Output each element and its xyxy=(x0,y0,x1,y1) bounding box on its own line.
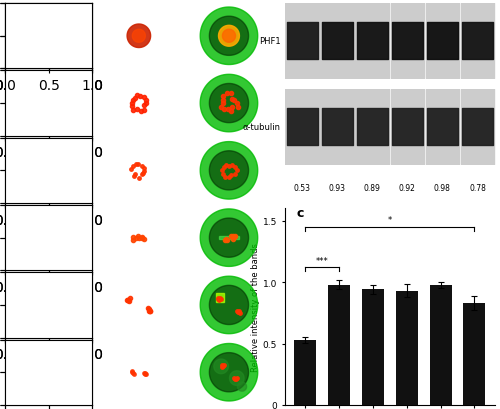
Text: ***: *** xyxy=(316,256,328,265)
Polygon shape xyxy=(48,371,64,387)
Polygon shape xyxy=(29,151,68,191)
Polygon shape xyxy=(20,8,78,65)
Polygon shape xyxy=(29,285,68,325)
Polygon shape xyxy=(210,285,248,325)
Text: 0.89: 0.89 xyxy=(364,183,380,192)
Polygon shape xyxy=(210,353,248,392)
Polygon shape xyxy=(210,151,248,191)
Polygon shape xyxy=(214,359,228,374)
Text: 0.78: 0.78 xyxy=(469,183,486,192)
Polygon shape xyxy=(230,371,244,386)
Y-axis label: Relative intensity of the bands: Relative intensity of the bands xyxy=(251,243,260,371)
Polygon shape xyxy=(200,142,258,200)
Polygon shape xyxy=(29,17,68,56)
Polygon shape xyxy=(38,26,59,47)
Text: c: c xyxy=(297,207,304,220)
Polygon shape xyxy=(20,75,78,133)
Bar xyxy=(328,285,350,405)
Bar xyxy=(294,340,316,405)
Polygon shape xyxy=(200,276,258,334)
Polygon shape xyxy=(20,209,78,267)
Polygon shape xyxy=(210,17,248,56)
Polygon shape xyxy=(200,8,258,65)
Polygon shape xyxy=(200,344,258,401)
Polygon shape xyxy=(210,218,248,258)
Bar xyxy=(396,291,418,405)
Title: Merge: Merge xyxy=(216,0,242,4)
Polygon shape xyxy=(52,308,59,315)
Polygon shape xyxy=(200,209,258,267)
Polygon shape xyxy=(39,295,46,302)
Polygon shape xyxy=(29,353,68,392)
Polygon shape xyxy=(200,75,258,133)
Text: *: * xyxy=(388,216,392,225)
Polygon shape xyxy=(41,366,46,371)
Polygon shape xyxy=(20,344,78,401)
Text: α-tubulin: α-tubulin xyxy=(242,123,281,132)
Text: 0.53: 0.53 xyxy=(294,183,310,192)
Text: PHF1: PHF1 xyxy=(259,37,280,46)
Text: 0.98: 0.98 xyxy=(434,183,451,192)
Text: 0.93: 0.93 xyxy=(328,183,345,192)
Bar xyxy=(362,290,384,405)
Polygon shape xyxy=(219,237,239,239)
Polygon shape xyxy=(29,218,68,258)
Polygon shape xyxy=(218,26,240,47)
Bar xyxy=(430,285,452,405)
Polygon shape xyxy=(20,276,78,334)
Polygon shape xyxy=(33,358,48,374)
Polygon shape xyxy=(222,30,235,43)
Text: 0.92: 0.92 xyxy=(399,183,416,192)
Polygon shape xyxy=(238,382,246,391)
Polygon shape xyxy=(210,84,248,124)
Polygon shape xyxy=(29,84,68,124)
Bar xyxy=(464,303,485,405)
Title: PI: PI xyxy=(135,0,142,4)
Title: PHF1: PHF1 xyxy=(38,0,60,4)
Polygon shape xyxy=(127,25,150,48)
Polygon shape xyxy=(216,294,224,302)
Polygon shape xyxy=(132,30,145,43)
Polygon shape xyxy=(20,142,78,200)
